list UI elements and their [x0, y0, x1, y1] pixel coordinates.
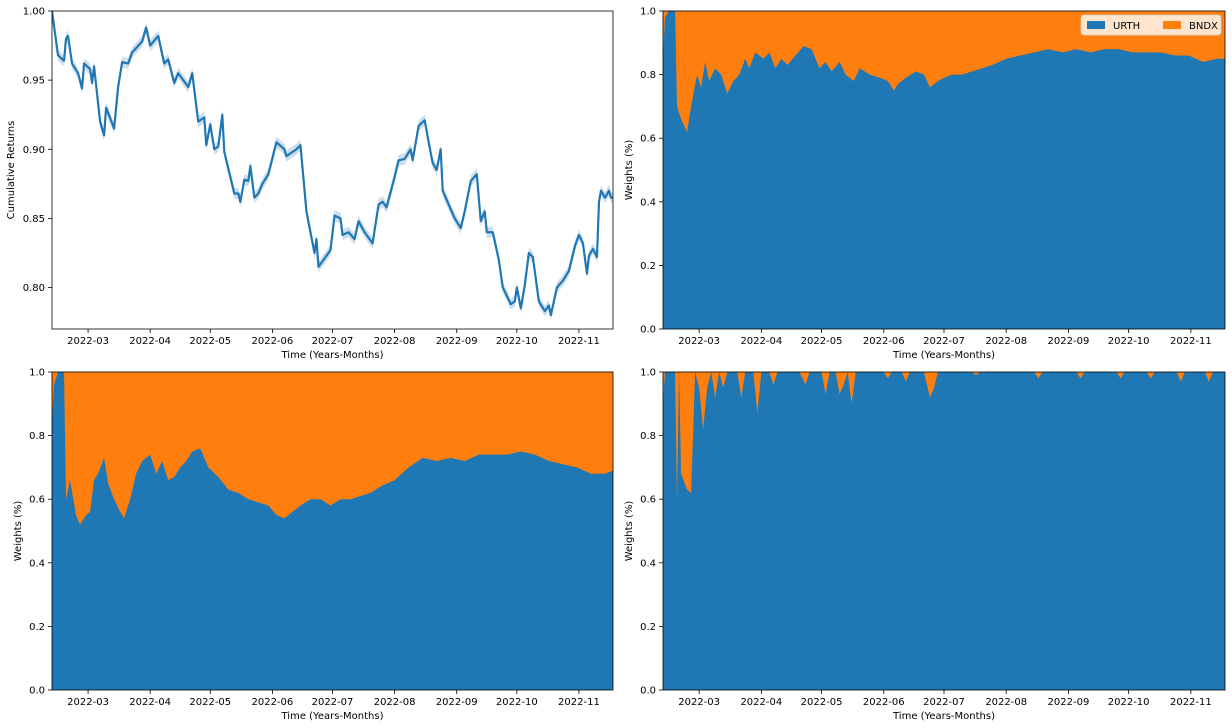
- plot-area: [663, 372, 1225, 690]
- y-tick-label: 0.0: [640, 686, 656, 697]
- y-tick-label: 0.0: [29, 686, 45, 697]
- x-tick-label: 2022-06: [863, 336, 905, 347]
- y-axis-label: Cumulative Returns: [6, 121, 17, 220]
- x-axis-label: Time (Years-Months): [281, 711, 384, 722]
- x-tick-label: 2022-11: [558, 697, 600, 708]
- x-tick-label: 2022-03: [67, 697, 109, 708]
- y-axis-label: Weights (%): [624, 501, 635, 562]
- y-tick-label: 0.2: [29, 622, 45, 633]
- x-tick-label: 2022-11: [558, 336, 600, 347]
- x-tick-label: 2022-08: [374, 697, 416, 708]
- area-urth: [52, 372, 613, 690]
- legend-label-bndx: BNDX: [1189, 21, 1218, 32]
- x-axis-label: Time (Years-Months): [892, 711, 995, 722]
- x-tick-label: 2022-08: [985, 336, 1027, 347]
- x-tick-label: 2022-04: [740, 697, 782, 708]
- x-tick-label: 2022-08: [985, 697, 1027, 708]
- y-tick-label: 0.8: [29, 431, 45, 442]
- x-tick-label: 2022-04: [129, 697, 171, 708]
- plot-area: [663, 11, 1225, 329]
- x-tick-label: 2022-10: [1108, 697, 1150, 708]
- y-axis-label: Weights (%): [624, 140, 635, 201]
- x-axis-label: Time (Years-Months): [281, 350, 384, 361]
- y-tick-label: 0.4: [640, 197, 656, 208]
- y-tick-label: 0.85: [23, 214, 45, 225]
- y-tick-label: 0.6: [29, 495, 45, 506]
- y-tick-label: 0.8: [640, 431, 656, 442]
- cumulative-returns-line: [52, 11, 613, 317]
- x-tick-label: 2022-11: [1170, 697, 1212, 708]
- x-tick-label: 2022-09: [1048, 336, 1090, 347]
- x-tick-label: 2022-05: [801, 697, 843, 708]
- x-tick-label: 2022-10: [496, 336, 538, 347]
- area-urth: [663, 11, 1225, 329]
- x-tick-label: 2022-07: [923, 697, 965, 708]
- area-urth: [663, 372, 1225, 690]
- chart-bottom-left: 0.0 0.2 0.4 0.6 0.8 1.0 2022-03 2022-04 2022-05 2…: [13, 368, 614, 722]
- x-tick-label: 2022-05: [801, 336, 843, 347]
- y-tick-label: 0.90: [23, 145, 45, 156]
- x-tick-label: 2022-11: [1170, 336, 1212, 347]
- legend: URTH BNDX: [1080, 14, 1222, 36]
- y-tick-label: 0.6: [640, 134, 656, 145]
- x-tick-label: 2022-10: [496, 697, 538, 708]
- y-tick-label: 1.0: [29, 368, 45, 379]
- y-tick-label: 0.4: [29, 558, 45, 569]
- x-tick-label: 2022-07: [312, 697, 354, 708]
- y-tick-label: 1.0: [640, 368, 656, 379]
- legend-box: [1080, 14, 1222, 36]
- chart-bottom-right: 0.0 0.2 0.4 0.6 0.8 1.0 2022-03 2022-04 2022-05 2…: [624, 368, 1226, 722]
- chart-top-right: 0.0 0.2 0.4 0.6 0.8 1.0 2022-03 2022-04 2022-05 2…: [624, 7, 1226, 361]
- plot-area: [52, 11, 613, 321]
- x-tick-label: 2022-08: [374, 336, 416, 347]
- x-tick-label: 2022-09: [436, 697, 478, 708]
- y-tick-label: 1.00: [23, 7, 45, 18]
- x-tick-label: 2022-03: [678, 336, 720, 347]
- y-tick-label: 0.4: [640, 558, 656, 569]
- plot-area: [52, 372, 613, 690]
- y-tick-label: 0.0: [640, 325, 656, 336]
- y-tick-label: 1.0: [640, 7, 656, 18]
- x-tick-label: 2022-07: [312, 336, 354, 347]
- x-tick-label: 2022-10: [1108, 336, 1150, 347]
- y-tick-label: 0.80: [23, 283, 45, 294]
- x-tick-label: 2022-04: [129, 336, 171, 347]
- x-tick-label: 2022-06: [251, 697, 293, 708]
- y-tick-label: 0.8: [640, 70, 656, 81]
- x-tick-label: 2022-03: [67, 336, 109, 347]
- legend-label-urth: URTH: [1113, 21, 1140, 32]
- y-tick-label: 0.95: [23, 76, 45, 87]
- x-tick-label: 2022-06: [251, 336, 293, 347]
- legend-swatch-bndx: [1163, 21, 1181, 29]
- x-tick-label: 2022-03: [678, 697, 720, 708]
- x-axis-label: Time (Years-Months): [892, 350, 995, 361]
- y-tick-label: 0.2: [640, 261, 656, 272]
- y-axis-label: Weights (%): [13, 501, 24, 562]
- chart-top-left: 0.80 0.85 0.90 0.95 1.00 2022-03 2022-04 2022-0…: [6, 7, 614, 361]
- x-tick-label: 2022-09: [1048, 697, 1090, 708]
- x-tick-label: 2022-04: [740, 336, 782, 347]
- legend-swatch-urth: [1087, 21, 1105, 29]
- x-tick-label: 2022-07: [923, 336, 965, 347]
- x-tick-label: 2022-05: [189, 336, 231, 347]
- x-tick-label: 2022-06: [863, 697, 905, 708]
- x-tick-label: 2022-09: [436, 336, 478, 347]
- x-tick-label: 2022-05: [189, 697, 231, 708]
- y-tick-label: 0.6: [640, 495, 656, 506]
- y-tick-label: 0.2: [640, 622, 656, 633]
